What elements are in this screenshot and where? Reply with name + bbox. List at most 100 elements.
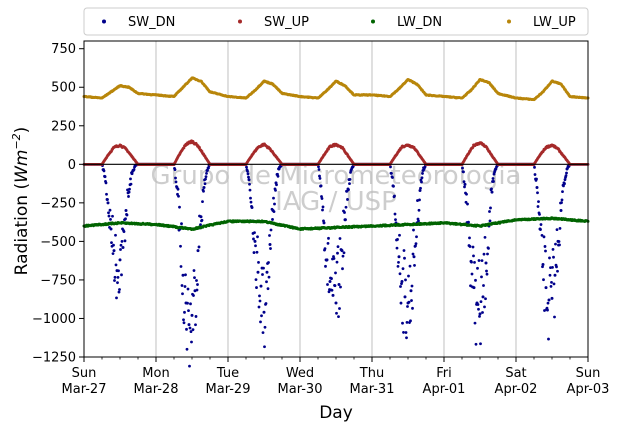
point-sw_dn bbox=[320, 197, 324, 200]
y-axis-title: Radiation (Wm−2) bbox=[10, 127, 32, 276]
point-sw_dn bbox=[544, 249, 547, 253]
point-sw_dn bbox=[552, 282, 556, 286]
point-sw_dn bbox=[417, 208, 421, 212]
point-sw_dn bbox=[196, 283, 199, 286]
point-sw_dn bbox=[393, 212, 397, 216]
point-sw_dn bbox=[477, 259, 481, 262]
point-sw_dn bbox=[203, 182, 207, 186]
point-sw_dn bbox=[404, 278, 407, 282]
point-sw_dn bbox=[548, 273, 552, 277]
point-sw_dn bbox=[391, 176, 394, 179]
point-sw_dn bbox=[184, 273, 187, 277]
point-sw_dn bbox=[247, 178, 251, 182]
point-sw_dn bbox=[199, 215, 203, 219]
point-sw_dn bbox=[112, 249, 116, 253]
point-sw_dn bbox=[336, 245, 340, 249]
point-sw_dn bbox=[330, 288, 334, 292]
point-sw_dn bbox=[537, 200, 540, 203]
data-points bbox=[82, 76, 590, 368]
y-tick-label: 0 bbox=[68, 158, 76, 173]
point-sw_dn bbox=[207, 166, 210, 170]
point-sw_dn bbox=[185, 347, 189, 351]
point-sw_dn bbox=[325, 258, 329, 262]
point-sw_dn bbox=[181, 273, 185, 277]
y-tick-label: 500 bbox=[51, 81, 76, 96]
point-sw_dn bbox=[259, 320, 262, 324]
point-sw_dn bbox=[109, 217, 112, 221]
point-sw_dn bbox=[204, 177, 207, 181]
point-sw_dn bbox=[194, 315, 198, 318]
point-sw_dn bbox=[563, 178, 567, 181]
point-sw_dn bbox=[194, 323, 197, 327]
point-sw_dn bbox=[125, 213, 129, 217]
point-sw_dn bbox=[389, 165, 392, 169]
point-sw_dn bbox=[418, 189, 422, 193]
point-sw_dn bbox=[246, 172, 250, 176]
point-sw_dn bbox=[555, 228, 559, 232]
point-sw_dn bbox=[336, 251, 339, 255]
watermark-line-1: Grupo de Micrometeorologia bbox=[151, 161, 522, 191]
point-sw_dn bbox=[257, 261, 260, 264]
point-sw_dn bbox=[128, 187, 131, 191]
point-sw_dn bbox=[196, 249, 200, 253]
legend-marker-lw_up bbox=[507, 19, 511, 24]
point-sw_dn bbox=[337, 283, 341, 287]
point-sw_dn bbox=[348, 182, 351, 185]
point-sw_dn bbox=[129, 177, 132, 181]
point-sw_dn bbox=[411, 252, 415, 256]
point-sw_dn bbox=[539, 223, 543, 226]
point-sw_dn bbox=[185, 327, 188, 331]
point-sw_dn bbox=[111, 252, 115, 256]
point-sw_dn bbox=[179, 265, 183, 268]
point-sw_dn bbox=[324, 264, 327, 268]
x-tick-date-label: Apr-02 bbox=[495, 382, 538, 397]
point-sw_dn bbox=[187, 323, 191, 327]
series-lw-up bbox=[82, 76, 590, 102]
point-sw_dn bbox=[195, 288, 199, 292]
point-sw_dn bbox=[551, 247, 555, 251]
point-sw_dn bbox=[562, 184, 565, 188]
point-sw_dn bbox=[332, 255, 335, 258]
point-sw_dn bbox=[342, 251, 346, 255]
point-sw_dn bbox=[117, 290, 121, 294]
point-sw_dn bbox=[400, 279, 404, 283]
point-sw_dn bbox=[268, 242, 272, 246]
point-sw_dn bbox=[556, 269, 559, 273]
point-sw_dn bbox=[553, 273, 557, 277]
point-sw_dn bbox=[274, 188, 277, 192]
point-sw_dn bbox=[103, 175, 107, 179]
point-sw_dn bbox=[399, 301, 403, 305]
point-sw_dn bbox=[262, 266, 265, 270]
point-sw_dn bbox=[254, 278, 258, 282]
point-sw_dn bbox=[555, 265, 558, 269]
point-sw_dn bbox=[550, 296, 554, 300]
x-tick-date-label: Mar-28 bbox=[134, 382, 179, 397]
point-sw_dn bbox=[397, 255, 401, 259]
point-sw_dn bbox=[327, 290, 331, 294]
point-sw_dn bbox=[174, 176, 177, 180]
y-tick-label: −750 bbox=[40, 273, 76, 288]
point-sw_dn bbox=[414, 242, 418, 245]
point-sw_dn bbox=[473, 260, 476, 264]
point-sw_dn bbox=[121, 246, 125, 250]
point-sw_dn bbox=[538, 212, 541, 216]
point-sw_dn bbox=[188, 326, 192, 330]
point-sw_dn bbox=[492, 180, 495, 183]
point-sw_dn bbox=[472, 286, 476, 290]
point-sw_dn bbox=[322, 221, 326, 225]
point-sw_dn bbox=[340, 249, 344, 253]
point-sw_dn bbox=[420, 176, 424, 180]
point-sw_dn bbox=[411, 306, 414, 310]
point-sw_dn bbox=[190, 340, 193, 344]
point-sw_dn bbox=[541, 263, 545, 267]
point-sw_dn bbox=[392, 184, 395, 188]
x-tick-day-label: Sat bbox=[505, 366, 526, 381]
point-sw_dn bbox=[543, 245, 547, 248]
point-sw_dn bbox=[487, 246, 490, 250]
point-sw_dn bbox=[550, 280, 553, 284]
point-sw_dn bbox=[560, 198, 564, 202]
point-sw_dn bbox=[470, 260, 473, 264]
point-sw_dn bbox=[267, 275, 271, 279]
point-sw_dn bbox=[347, 188, 350, 192]
watermark-line-2: IAG / USP bbox=[275, 187, 397, 217]
